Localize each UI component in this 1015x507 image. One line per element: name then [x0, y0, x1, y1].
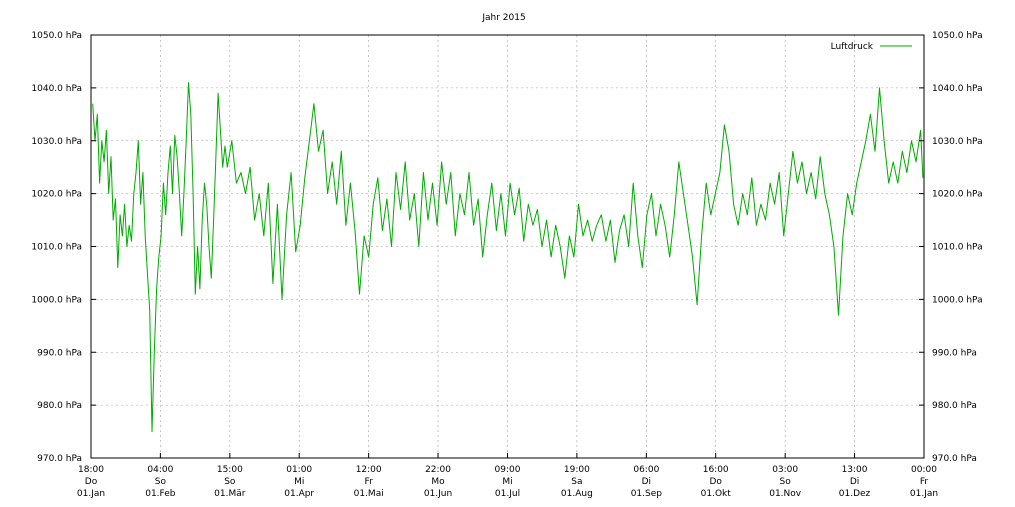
x-tick-label-time: 16:00: [703, 465, 729, 475]
y-tick-label-left: 1010.0 hPa: [31, 243, 82, 253]
x-tick-label-time: 13:00: [842, 465, 868, 475]
x-tick-label-time: 12:00: [356, 465, 382, 475]
y-tick-label-left: 1020.0 hPa: [31, 190, 82, 200]
y-tick-label-left: 990.0 hPa: [37, 348, 82, 358]
x-tick-label-weekday: Sa: [571, 477, 582, 487]
x-tick-label-time: 09:00: [495, 465, 521, 475]
x-tick-label-weekday: Do: [709, 477, 722, 487]
x-tick-label-date: 01.Aug: [561, 489, 593, 499]
x-tick-label-date: 01.Nov: [769, 489, 802, 499]
x-tick-label-date: 01.Mai: [354, 489, 384, 499]
x-tick-label-weekday: Mo: [431, 477, 445, 487]
x-tick-label-weekday: So: [780, 477, 792, 487]
x-tick-label-weekday: Di: [850, 477, 859, 487]
x-tick-label-date: 01.Apr: [284, 489, 314, 499]
y-tick-label-left: 1040.0 hPa: [31, 84, 82, 94]
x-tick-label-date: 01.Jul: [495, 489, 520, 499]
y-tick-label-left: 1050.0 hPa: [31, 31, 82, 41]
x-tick-label-time: 00:00: [911, 465, 937, 475]
x-tick-label-date: 01.Jan: [77, 489, 105, 499]
legend-label-luftdruck: Luftdruck: [831, 42, 874, 52]
x-tick-label-time: 15:00: [217, 465, 243, 475]
y-tick-label-right: 1000.0 hPa: [932, 295, 983, 305]
x-tick-label-time: 22:00: [425, 465, 451, 475]
x-tick-label-date: 01.Mär: [214, 489, 246, 499]
y-tick-label-right: 970.0 hPa: [932, 454, 977, 464]
y-tick-label-right: 990.0 hPa: [932, 348, 977, 358]
series-layer: [92, 82, 924, 433]
x-tick-label-time: 04:00: [147, 465, 173, 475]
y-tick-label-left: 970.0 hPa: [37, 454, 82, 464]
x-tick-label-weekday: Mi: [294, 477, 304, 487]
chart-title: Jahr 2015: [481, 13, 525, 23]
x-tick-label-time: 18:00: [78, 465, 104, 475]
y-tick-label-right: 980.0 hPa: [932, 401, 977, 411]
x-tick-label-weekday: Do: [85, 477, 98, 487]
y-tick-label-right: 1020.0 hPa: [932, 190, 983, 200]
x-tick-label-date: 01.Jan: [910, 489, 938, 499]
axes: 970.0 hPa 970.0 hPa 980.0 hPa 980.0 hPa 990.…: [31, 31, 982, 499]
x-tick-label-date: 01.Sep: [631, 489, 663, 499]
x-tick-label-weekday: Di: [642, 477, 651, 487]
x-tick-label-date: 01.Okt: [701, 489, 732, 499]
grid-lines: [91, 35, 924, 458]
y-tick-label-right: 1040.0 hPa: [932, 84, 983, 94]
x-tick-label-weekday: Mi: [502, 477, 512, 487]
x-tick-label-time: 06:00: [633, 465, 659, 475]
series-line-luftdruck: [92, 82, 924, 433]
x-tick-label-time: 01:00: [286, 465, 312, 475]
y-tick-label-left: 1030.0 hPa: [31, 137, 82, 147]
x-tick-label-time: 19:00: [564, 465, 590, 475]
x-tick-label-date: 01.Feb: [145, 489, 176, 499]
x-tick-label-time: 03:00: [772, 465, 798, 475]
y-tick-label-left: 1000.0 hPa: [31, 295, 82, 305]
y-tick-label-right: 1030.0 hPa: [932, 137, 983, 147]
x-tick-label-weekday: So: [224, 477, 236, 487]
x-tick-label-weekday: Fr: [920, 477, 929, 487]
x-tick-label-date: 01.Jun: [424, 489, 452, 499]
legend: Luftdruck: [831, 42, 912, 52]
y-tick-label-right: 1050.0 hPa: [932, 31, 983, 41]
y-tick-label-left: 980.0 hPa: [37, 401, 82, 411]
x-tick-label-weekday: Fr: [365, 477, 374, 487]
x-tick-label-weekday: So: [155, 477, 167, 487]
plot-frame: [90, 34, 925, 459]
x-tick-label-date: 01.Dez: [839, 489, 871, 499]
y-tick-label-right: 1010.0 hPa: [932, 243, 983, 253]
